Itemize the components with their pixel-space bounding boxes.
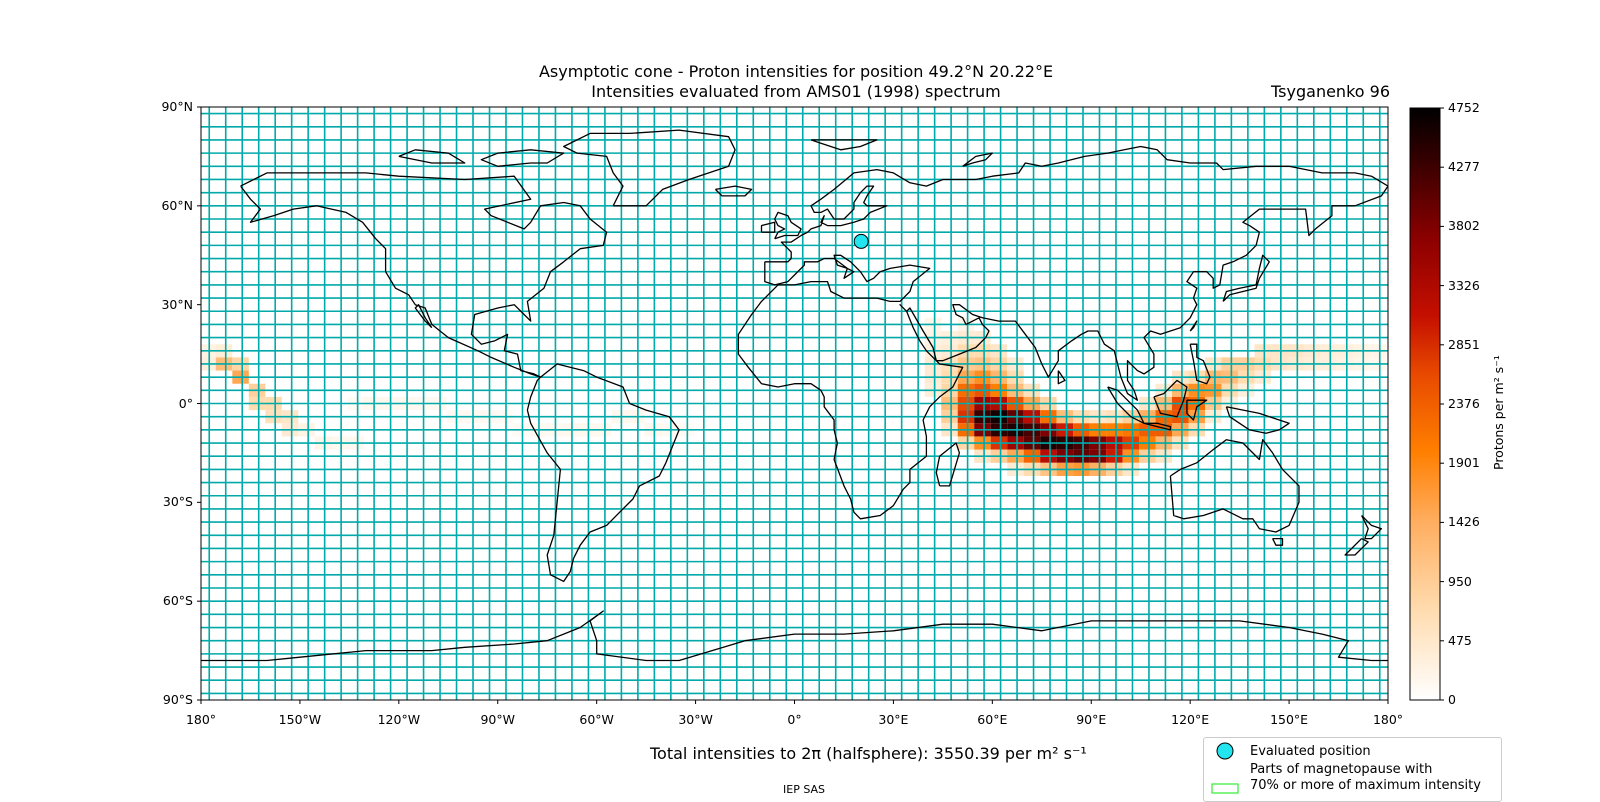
colorbar-tick-label: 0 xyxy=(1448,692,1456,707)
magnetopause-grid xyxy=(201,107,1388,700)
coastline xyxy=(1222,254,1270,302)
coastline xyxy=(1169,439,1300,533)
evaluated-position-dot xyxy=(853,233,869,249)
coastline xyxy=(760,221,776,233)
legend: Evaluated position Parts of magnetopause… xyxy=(1203,737,1502,802)
coastline xyxy=(526,363,680,583)
colorbar-tick-label: 3326 xyxy=(1448,277,1480,293)
lat-label: 60°N xyxy=(161,197,193,213)
evaluated-position-marker xyxy=(853,233,869,249)
legend-magnetopause-line1: Parts of magnetopause with xyxy=(1250,762,1433,777)
colorbar-tick-label: 4752 xyxy=(1448,100,1480,115)
lat-label: 90°N xyxy=(161,99,193,114)
lat-label: 90°S xyxy=(162,692,193,707)
coastlines xyxy=(201,129,1388,662)
coastline xyxy=(1361,515,1383,540)
lon-label: 120°W xyxy=(377,712,421,727)
coastline xyxy=(1189,320,1198,332)
lon-label: 180° xyxy=(185,712,217,727)
legend-item-magnetopause: Parts of magnetopause with 70% or more o… xyxy=(1210,762,1500,800)
colorbar-tick-label: 475 xyxy=(1448,632,1472,648)
lon-label: 60°E xyxy=(977,712,1008,727)
lat-label: 60°S xyxy=(162,593,193,609)
legend-circle-icon xyxy=(1216,742,1234,760)
colorbar-tick-label: 2851 xyxy=(1448,336,1480,352)
coastline xyxy=(563,129,736,207)
colorbar-label: Protons per m² s⁻¹ xyxy=(1491,355,1506,470)
coastline xyxy=(810,139,878,151)
lon-label: 150°E xyxy=(1270,712,1309,727)
colorbar-tick-label: 3802 xyxy=(1448,218,1480,234)
colorbar-tick-label: 2376 xyxy=(1448,396,1480,411)
lon-label: 180° xyxy=(1372,712,1404,727)
coastline xyxy=(737,145,1388,520)
colorbar-tick-label: 1426 xyxy=(1448,514,1480,530)
lon-label: 30°W xyxy=(678,712,713,727)
axis-ticks xyxy=(197,106,1389,704)
coastline xyxy=(240,172,608,378)
coastline xyxy=(1189,343,1211,385)
footer-credit: IEP SAS xyxy=(783,783,826,796)
coastline xyxy=(1344,538,1369,556)
lon-label: 90°E xyxy=(1076,712,1107,727)
colorbar-tick-label: 1901 xyxy=(1448,455,1480,471)
coastline xyxy=(1186,399,1208,421)
legend-item-evaluated: Evaluated position xyxy=(1210,741,1371,761)
coastline xyxy=(935,442,961,487)
coastline xyxy=(1153,379,1188,418)
lon-label: 60°W xyxy=(579,712,614,727)
coastline xyxy=(1272,537,1284,546)
lon-label: 30°E xyxy=(878,712,909,727)
legend-rect-icon xyxy=(1211,783,1239,794)
colorbar-gradient xyxy=(1409,107,1441,701)
colorbar-tick-label: 950 xyxy=(1448,573,1472,589)
lon-label: 120°E xyxy=(1171,712,1210,727)
colorbar-ticks xyxy=(1440,107,1444,701)
coastline xyxy=(201,610,1388,662)
lat-label: 0° xyxy=(178,395,193,411)
chart-title-line1: Asymptotic cone - Proton intensities for… xyxy=(538,62,1054,81)
lat-label: 30°S xyxy=(162,494,193,510)
lat-label: 30°N xyxy=(161,296,193,312)
coastline xyxy=(1225,406,1290,434)
coastline xyxy=(414,304,433,329)
coastline xyxy=(962,152,993,167)
coastline xyxy=(398,149,466,164)
total-intensity-text: Total intensities to 2π (halfsphere): 35… xyxy=(650,744,1087,763)
model-label: Tsyganenko 96 xyxy=(1271,82,1390,101)
coastline xyxy=(1143,422,1172,431)
legend-magnetopause-line2: 70% or more of maximum intensity xyxy=(1250,778,1481,793)
colorbar-tick-label: 4277 xyxy=(1448,159,1480,175)
intensity-cells xyxy=(201,317,1387,476)
lon-label: 90°W xyxy=(480,712,515,727)
coastline xyxy=(480,149,565,167)
colorbar xyxy=(1409,107,1444,701)
legend-evaluated-label: Evaluated position xyxy=(1250,743,1371,759)
coastline xyxy=(714,185,753,197)
chart-title-line2: Intensities evaluated from AMS01 (1998) … xyxy=(591,82,1001,101)
coastline xyxy=(774,211,802,240)
coastline xyxy=(1057,370,1066,385)
lon-label: 150°W xyxy=(278,712,322,727)
lon-label: 0° xyxy=(787,712,802,727)
